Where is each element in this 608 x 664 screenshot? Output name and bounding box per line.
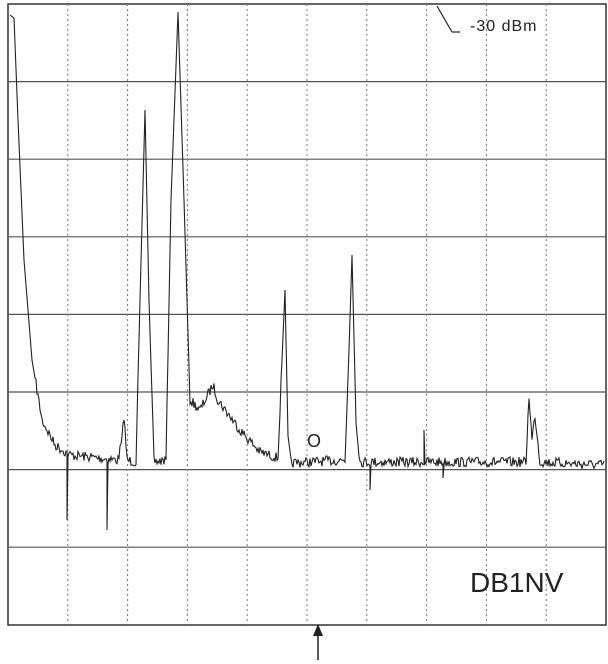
center-arrow-head [313,624,323,636]
callsign: DB1NV [470,567,564,598]
reference-level: -30 dBm [470,18,537,35]
spectrum-trace [9,11,605,531]
grid [8,4,606,625]
reference-leader [436,5,453,33]
marker-label: O [307,431,321,451]
